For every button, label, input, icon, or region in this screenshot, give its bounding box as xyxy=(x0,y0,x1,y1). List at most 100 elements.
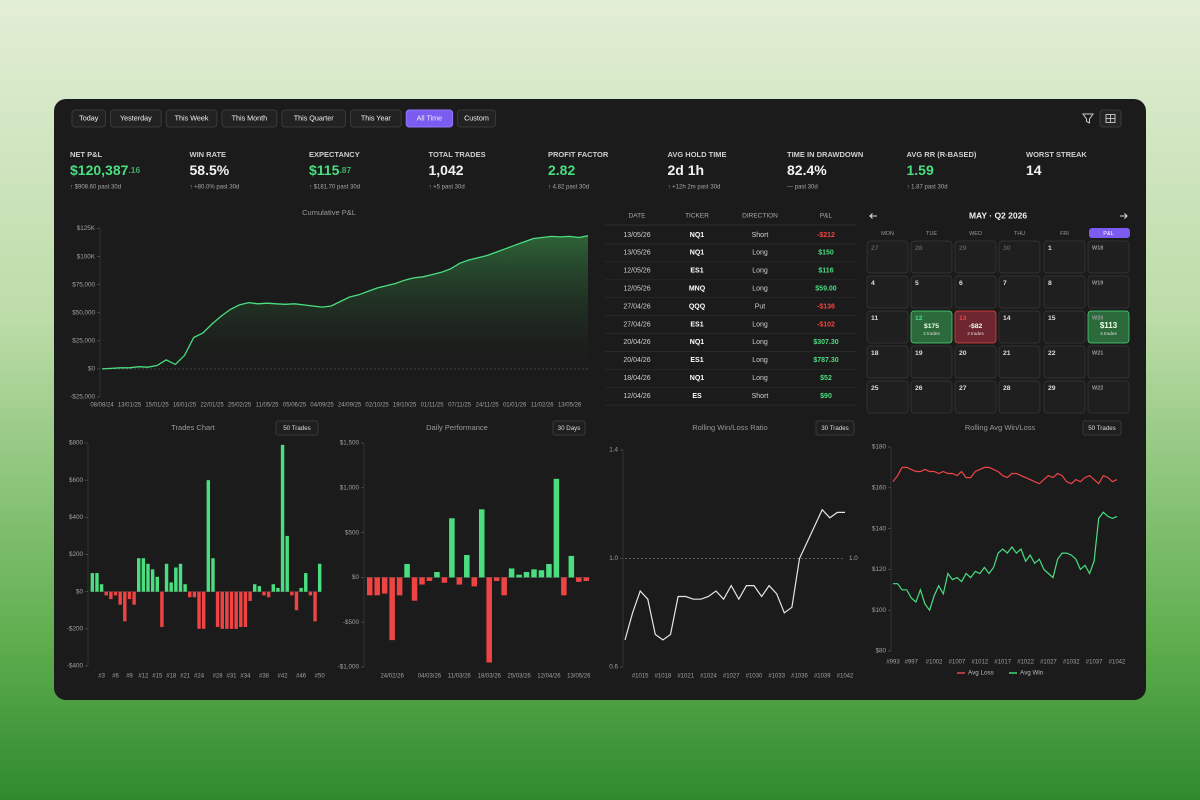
y-tick-label: $125K xyxy=(77,225,96,232)
calendar-day-cell[interactable] xyxy=(954,380,997,414)
calendar-week-cell[interactable] xyxy=(1087,345,1130,379)
calendar-week-cell[interactable] xyxy=(1087,310,1130,344)
y-tick-label: $160 xyxy=(872,484,887,491)
calendar-pnl: -$82 xyxy=(969,323,983,330)
table-cell: NQ1 xyxy=(690,250,705,257)
filter-icon[interactable] xyxy=(1082,113,1094,124)
stat-change: — past 30d xyxy=(787,185,818,191)
calendar-day-cell[interactable] xyxy=(1043,310,1086,344)
bar xyxy=(215,591,220,627)
chart-range-button-label[interactable]: 30 Days xyxy=(558,425,581,432)
calendar-day-cell[interactable] xyxy=(910,240,953,274)
range-button-label[interactable]: This Month xyxy=(232,113,268,122)
calendar-day-cell[interactable] xyxy=(1043,380,1086,414)
calendar-day-cell[interactable] xyxy=(910,380,953,414)
calendar-week-cell[interactable] xyxy=(1087,240,1130,274)
calendar-day-cell[interactable] xyxy=(1043,345,1086,379)
stat-value-main: 2.82 xyxy=(548,162,575,178)
bar xyxy=(523,572,530,578)
calendar-pnl: $175 xyxy=(924,323,939,330)
table-cell: $59.00 xyxy=(815,286,837,293)
chart-range-button[interactable] xyxy=(275,420,319,436)
y-tick-label: $1,500 xyxy=(340,440,360,447)
chart-range-button[interactable] xyxy=(815,420,855,436)
y-tick-label: $0 xyxy=(352,574,360,581)
range-button[interactable] xyxy=(281,109,346,128)
calendar-day-cell[interactable] xyxy=(866,345,909,379)
table-cell: NQ1 xyxy=(690,375,705,382)
y-tick-label: $200 xyxy=(69,551,84,558)
bar xyxy=(169,582,173,592)
calendar-week-cell[interactable] xyxy=(1087,275,1130,309)
calendar-day-number: 27 xyxy=(959,385,967,392)
calendar-day-cell[interactable] xyxy=(910,345,953,379)
bar xyxy=(127,591,132,600)
calendar-next[interactable] xyxy=(1120,213,1128,219)
calendar-day-cell[interactable] xyxy=(954,240,997,274)
bar xyxy=(146,563,150,592)
chart-range-button-label[interactable]: 30 Trades xyxy=(821,425,849,432)
calendar-day-cell[interactable] xyxy=(998,380,1041,414)
calendar-day-number: 5 xyxy=(915,280,919,287)
calendar-day-cell[interactable] xyxy=(1043,275,1086,309)
range-button[interactable] xyxy=(165,109,218,128)
bar xyxy=(538,570,545,578)
table-header: DIRECTION xyxy=(742,213,778,220)
chart-range-button-label[interactable]: 50 Trades xyxy=(1088,425,1116,432)
range-button-label[interactable]: All Time xyxy=(417,113,443,122)
range-button[interactable] xyxy=(71,109,106,128)
calendar-day-cell[interactable] xyxy=(866,275,909,309)
x-tick-label: #1042 xyxy=(837,674,854,680)
x-tick-label: #1027 xyxy=(1040,660,1057,666)
y-tick-label: -$500 xyxy=(343,619,360,626)
chart-range-button-label[interactable]: 50 Trades xyxy=(283,425,311,432)
calendar-day-cell[interactable] xyxy=(866,310,909,344)
x-tick-label: #1012 xyxy=(972,660,989,666)
layout-icon[interactable] xyxy=(1099,109,1122,128)
range-button[interactable] xyxy=(405,109,454,128)
bar xyxy=(486,577,492,663)
chart-range-button[interactable] xyxy=(552,420,586,436)
range-button[interactable] xyxy=(221,109,278,128)
calendar-day-cell[interactable] xyxy=(954,310,997,344)
y-tick-label: -$1,000 xyxy=(338,664,360,671)
range-button-label[interactable]: Yesterday xyxy=(120,113,152,122)
x-tick-label: #6 xyxy=(112,674,119,680)
range-button[interactable] xyxy=(457,109,496,128)
stat-change: ↑ +80.0% past 30d xyxy=(190,185,240,191)
range-button[interactable] xyxy=(350,109,402,128)
bar xyxy=(90,573,95,592)
calendar-day-cell[interactable] xyxy=(866,380,909,414)
calendar-day-cell[interactable] xyxy=(998,345,1041,379)
stat-value-main: 14 xyxy=(1026,162,1042,178)
table-cell: 18/04/26 xyxy=(623,375,650,382)
bar xyxy=(239,591,243,627)
calendar-day-cell[interactable] xyxy=(866,240,909,274)
calendar-day-cell[interactable] xyxy=(910,275,953,309)
chart-range-button[interactable] xyxy=(1082,420,1122,436)
calendar-day-cell[interactable] xyxy=(910,310,953,344)
calendar-day-cell[interactable] xyxy=(998,310,1041,344)
calendar-day-number: 29 xyxy=(959,245,967,252)
range-button-label[interactable]: Custom xyxy=(464,113,489,122)
calendar-day-cell[interactable] xyxy=(998,240,1041,274)
table-cell: 12/05/26 xyxy=(623,286,650,293)
bar xyxy=(404,563,410,578)
table-cell: MNQ xyxy=(689,286,706,293)
calendar-header: THU xyxy=(1014,231,1025,237)
range-button-label[interactable]: Today xyxy=(79,113,99,122)
calendar-prev[interactable] xyxy=(869,213,877,219)
range-button-label[interactable]: This Quarter xyxy=(294,113,335,122)
calendar-week-cell[interactable] xyxy=(1087,380,1130,414)
x-tick-label: #1015 xyxy=(632,674,649,680)
range-button-label[interactable]: This Year xyxy=(361,113,392,122)
range-button[interactable] xyxy=(110,109,162,128)
calendar-day-cell[interactable] xyxy=(954,275,997,309)
calendar-day-cell[interactable] xyxy=(1043,240,1086,274)
calendar-day-cell[interactable] xyxy=(998,275,1041,309)
stat-change: ↑ +12h 2m past 30d xyxy=(668,185,721,191)
range-button-label[interactable]: This Week xyxy=(175,113,209,122)
stat-change: ↑ $181.70 past 30d xyxy=(309,185,360,191)
calendar-day-cell[interactable] xyxy=(954,345,997,379)
table-cell: ES1 xyxy=(690,357,703,364)
